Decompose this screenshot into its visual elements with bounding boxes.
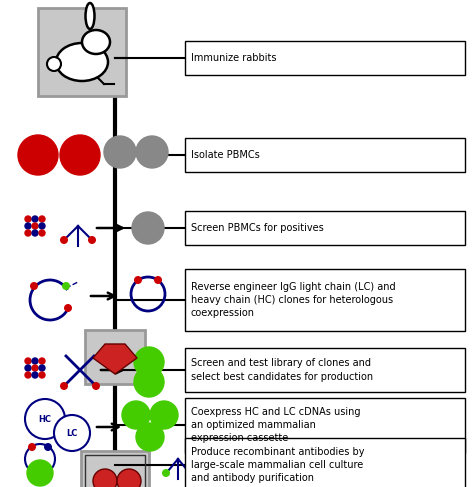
Circle shape bbox=[162, 469, 170, 477]
Circle shape bbox=[25, 223, 31, 229]
Circle shape bbox=[47, 57, 61, 71]
Circle shape bbox=[62, 282, 70, 290]
Circle shape bbox=[18, 135, 58, 175]
Circle shape bbox=[134, 347, 164, 377]
Circle shape bbox=[32, 230, 38, 236]
Text: LC: LC bbox=[66, 429, 78, 437]
Circle shape bbox=[117, 469, 141, 487]
Circle shape bbox=[122, 401, 150, 429]
Circle shape bbox=[154, 276, 162, 284]
Circle shape bbox=[136, 136, 168, 168]
Polygon shape bbox=[93, 344, 137, 374]
Circle shape bbox=[88, 236, 96, 244]
Circle shape bbox=[25, 372, 31, 378]
Text: Coexpress HC and LC cDNAs using
an optimized mammalian
expression cassette: Coexpress HC and LC cDNAs using an optim… bbox=[191, 407, 361, 443]
FancyBboxPatch shape bbox=[185, 397, 465, 452]
Text: Isolate PBMCs: Isolate PBMCs bbox=[191, 150, 260, 160]
Circle shape bbox=[134, 276, 142, 284]
Circle shape bbox=[32, 372, 38, 378]
Circle shape bbox=[64, 304, 72, 312]
Circle shape bbox=[32, 223, 38, 229]
Text: Screen and test library of clones and
select best candidates for production: Screen and test library of clones and se… bbox=[191, 358, 373, 382]
Circle shape bbox=[104, 136, 136, 168]
FancyBboxPatch shape bbox=[185, 269, 465, 331]
Circle shape bbox=[32, 216, 38, 222]
Circle shape bbox=[93, 469, 117, 487]
Circle shape bbox=[28, 443, 36, 451]
Circle shape bbox=[150, 401, 178, 429]
Text: Produce recombinant antibodies by
large-scale mammalian cell culture
and antibod: Produce recombinant antibodies by large-… bbox=[191, 447, 365, 483]
FancyBboxPatch shape bbox=[85, 330, 145, 384]
Circle shape bbox=[25, 216, 31, 222]
Text: Screen PBMCs for positives: Screen PBMCs for positives bbox=[191, 223, 324, 233]
FancyBboxPatch shape bbox=[81, 451, 149, 487]
FancyBboxPatch shape bbox=[185, 41, 465, 75]
Text: Immunize rabbits: Immunize rabbits bbox=[191, 53, 276, 63]
Circle shape bbox=[32, 358, 38, 364]
Text: Reverse engineer IgG light chain (LC) and
heavy chain (HC) clones for heterologo: Reverse engineer IgG light chain (LC) an… bbox=[191, 282, 396, 318]
Circle shape bbox=[132, 212, 164, 244]
Circle shape bbox=[25, 358, 31, 364]
Circle shape bbox=[39, 223, 45, 229]
Circle shape bbox=[25, 365, 31, 371]
Circle shape bbox=[25, 399, 65, 439]
Circle shape bbox=[54, 415, 90, 451]
Circle shape bbox=[30, 282, 38, 290]
FancyBboxPatch shape bbox=[38, 8, 126, 96]
FancyBboxPatch shape bbox=[185, 348, 465, 392]
Circle shape bbox=[27, 460, 53, 486]
Circle shape bbox=[60, 135, 100, 175]
Ellipse shape bbox=[82, 30, 110, 54]
Circle shape bbox=[39, 372, 45, 378]
Ellipse shape bbox=[85, 3, 94, 29]
Circle shape bbox=[92, 382, 100, 390]
Circle shape bbox=[32, 365, 38, 371]
Text: HC: HC bbox=[38, 414, 52, 424]
Circle shape bbox=[134, 367, 164, 397]
Circle shape bbox=[136, 423, 164, 451]
Circle shape bbox=[25, 230, 31, 236]
FancyBboxPatch shape bbox=[185, 211, 465, 245]
Circle shape bbox=[39, 358, 45, 364]
Circle shape bbox=[186, 469, 194, 477]
Ellipse shape bbox=[56, 43, 108, 81]
Circle shape bbox=[39, 216, 45, 222]
Circle shape bbox=[60, 382, 68, 390]
FancyBboxPatch shape bbox=[185, 437, 465, 487]
FancyBboxPatch shape bbox=[185, 138, 465, 172]
Circle shape bbox=[39, 365, 45, 371]
Circle shape bbox=[60, 236, 68, 244]
Circle shape bbox=[44, 443, 52, 451]
Circle shape bbox=[39, 230, 45, 236]
